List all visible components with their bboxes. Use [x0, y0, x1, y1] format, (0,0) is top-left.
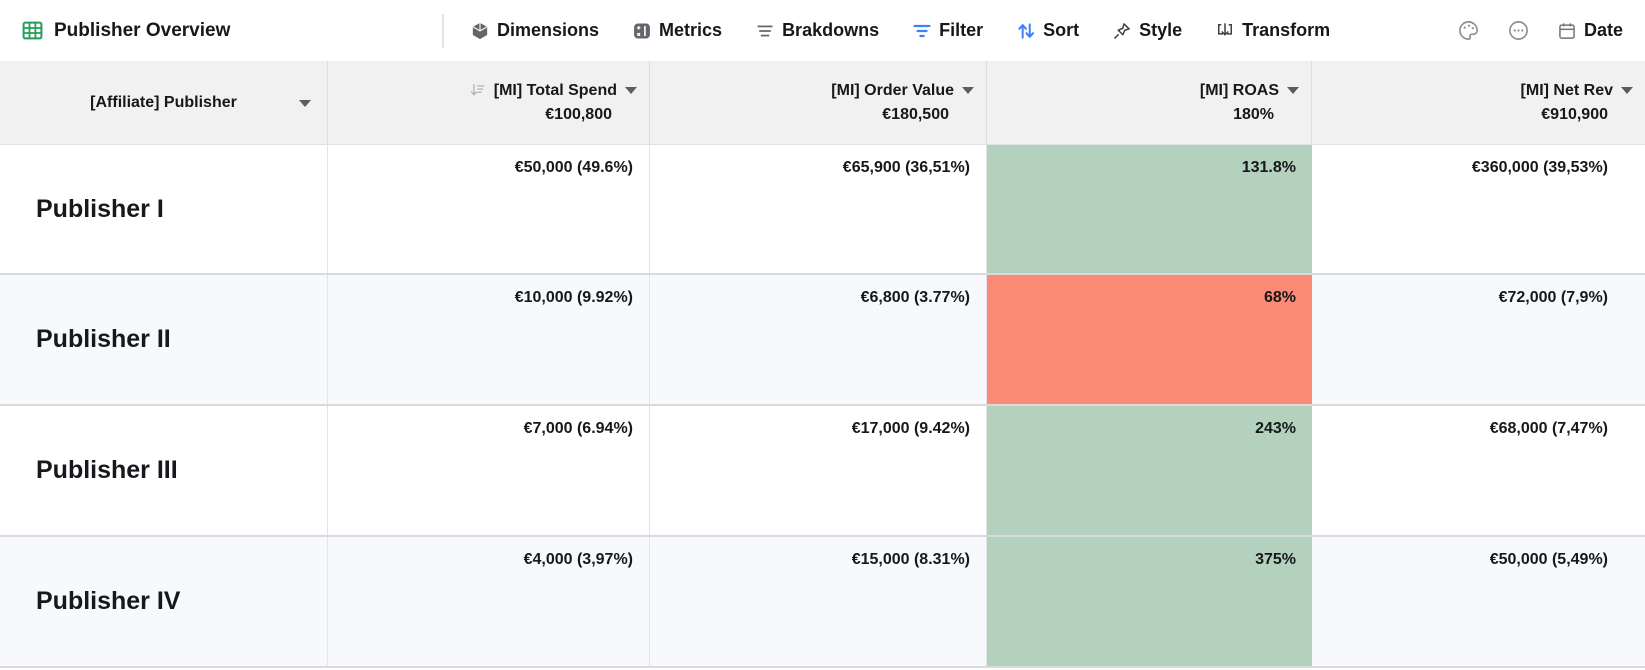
style-button[interactable]: Style — [1112, 20, 1182, 41]
more-icon[interactable] — [1507, 19, 1530, 42]
column-total: 180% — [1233, 105, 1274, 123]
column-header-total-spend[interactable]: [MI] Total Spend €100,800 — [328, 61, 650, 144]
publisher-name-cell[interactable]: Publisher IV — [0, 537, 328, 666]
dimensions-button[interactable]: Dimensions — [470, 20, 599, 41]
table-row: Publisher I €50,000 (49.6%) €65,900 (36,… — [0, 145, 1645, 275]
chevron-down-icon[interactable] — [1621, 87, 1633, 94]
table-icon — [22, 20, 43, 41]
transform-label: Transform — [1242, 20, 1331, 40]
sort-icon — [1016, 21, 1036, 41]
column-header-label: [MI] Order Value — [831, 81, 954, 99]
total-spend-cell[interactable]: €10,000 (9.92%) — [328, 275, 650, 404]
net-rev-cell[interactable]: €360,000 (39,53%) — [1471, 159, 1608, 176]
toolbar-right: Date — [1457, 19, 1645, 42]
net-rev-cell[interactable]: €50,000 (5,49%) — [1489, 551, 1608, 568]
breakdowns-label: Brakdowns — [782, 20, 880, 40]
sort-descending-icon — [469, 82, 486, 99]
column-total: €100,800 — [545, 105, 612, 123]
table-row: Publisher III €7,000 (6.94%) €17,000 (9.… — [0, 406, 1645, 537]
table-row: Publisher IV €4,000 (3,97%) €15,000 (8.3… — [0, 537, 1645, 668]
chevron-down-icon[interactable] — [625, 87, 637, 94]
transform-icon — [1215, 21, 1235, 41]
roas-cell[interactable]: 375% — [987, 537, 1312, 666]
roas-cell[interactable]: 131.8% — [987, 145, 1312, 273]
date-button[interactable]: Date — [1557, 20, 1623, 41]
widget-title-group: Publisher Overview — [22, 20, 442, 42]
total-spend-cell[interactable]: €7,000 (6.94%) — [328, 406, 650, 535]
style-label: Style — [1139, 20, 1183, 40]
publisher-name-cell[interactable]: Publisher II — [0, 275, 328, 404]
column-header-roas[interactable]: [MI] ROAS 180% — [987, 61, 1312, 144]
column-header-label: [Affiliate] Publisher — [90, 93, 237, 111]
widget-toolbar: Publisher Overview Dimensions Metrics — [0, 0, 1645, 61]
toolbar-items: Dimensions Metrics Brakdowns Filter — [470, 20, 1330, 41]
toolbar-divider — [442, 13, 444, 48]
metrics-icon — [632, 21, 652, 41]
column-header-label: [MI] ROAS — [1199, 81, 1279, 99]
chevron-down-icon[interactable] — [1287, 87, 1299, 94]
date-label: Date — [1583, 20, 1623, 40]
total-spend-cell[interactable]: €50,000 (49.6%) — [328, 145, 650, 273]
dimensions-label: Dimensions — [497, 20, 600, 40]
order-value-cell[interactable]: €17,000 (9.42%) — [650, 406, 987, 535]
data-table: [Affiliate] Publisher [MI] Total Spend €… — [0, 61, 1645, 670]
chevron-down-icon[interactable] — [299, 99, 311, 107]
metrics-button[interactable]: Metrics — [632, 20, 722, 41]
order-value-cell[interactable]: €15,000 (8.31%) — [650, 537, 987, 666]
net-rev-cell[interactable]: €72,000 (7,9%) — [1498, 289, 1608, 306]
filter-button[interactable]: Filter — [912, 20, 983, 41]
roas-cell[interactable]: 243% — [987, 406, 1312, 535]
filter-icon — [912, 21, 932, 41]
column-header-publisher[interactable]: [Affiliate] Publisher — [0, 61, 328, 144]
filter-label: Filter — [939, 20, 984, 40]
column-header-order-value[interactable]: [MI] Order Value €180,500 — [650, 61, 987, 144]
column-header-label: [MI] Net Rev — [1520, 81, 1613, 99]
breakdowns-icon — [755, 21, 775, 41]
calendar-icon — [1557, 21, 1577, 41]
column-header-net-rev[interactable]: [MI] Net Rev €910,900 — [1312, 61, 1645, 144]
table-row: Publisher II €10,000 (9.92%) €6,800 (3.7… — [0, 275, 1645, 406]
total-spend-cell[interactable]: €4,000 (3,97%) — [328, 537, 650, 666]
publisher-name-cell[interactable]: Publisher I — [0, 145, 328, 273]
column-header-label: [MI] Total Spend — [493, 81, 617, 99]
widget-title: Publisher Overview — [54, 19, 231, 41]
publisher-name-cell[interactable]: Publisher III — [0, 406, 328, 535]
order-value-cell[interactable]: €65,900 (36,51%) — [650, 145, 987, 273]
net-rev-cell[interactable]: €68,000 (7,47%) — [1489, 420, 1608, 437]
cube-icon — [470, 21, 490, 41]
table-header-row: [Affiliate] Publisher [MI] Total Spend €… — [0, 61, 1645, 145]
column-total: €910,900 — [1541, 105, 1608, 123]
order-value-cell[interactable]: €6,800 (3.77%) — [650, 275, 987, 404]
breakdowns-button[interactable]: Brakdowns — [755, 20, 879, 41]
palette-icon[interactable] — [1457, 19, 1480, 42]
chevron-down-icon[interactable] — [962, 87, 974, 94]
sort-label: Sort — [1043, 20, 1080, 40]
column-total: €180,500 — [882, 105, 949, 123]
transform-button[interactable]: Transform — [1215, 20, 1330, 41]
sort-button[interactable]: Sort — [1016, 20, 1079, 41]
metrics-label: Metrics — [659, 20, 723, 40]
roas-cell[interactable]: 68% — [987, 275, 1312, 404]
style-icon — [1112, 21, 1132, 41]
